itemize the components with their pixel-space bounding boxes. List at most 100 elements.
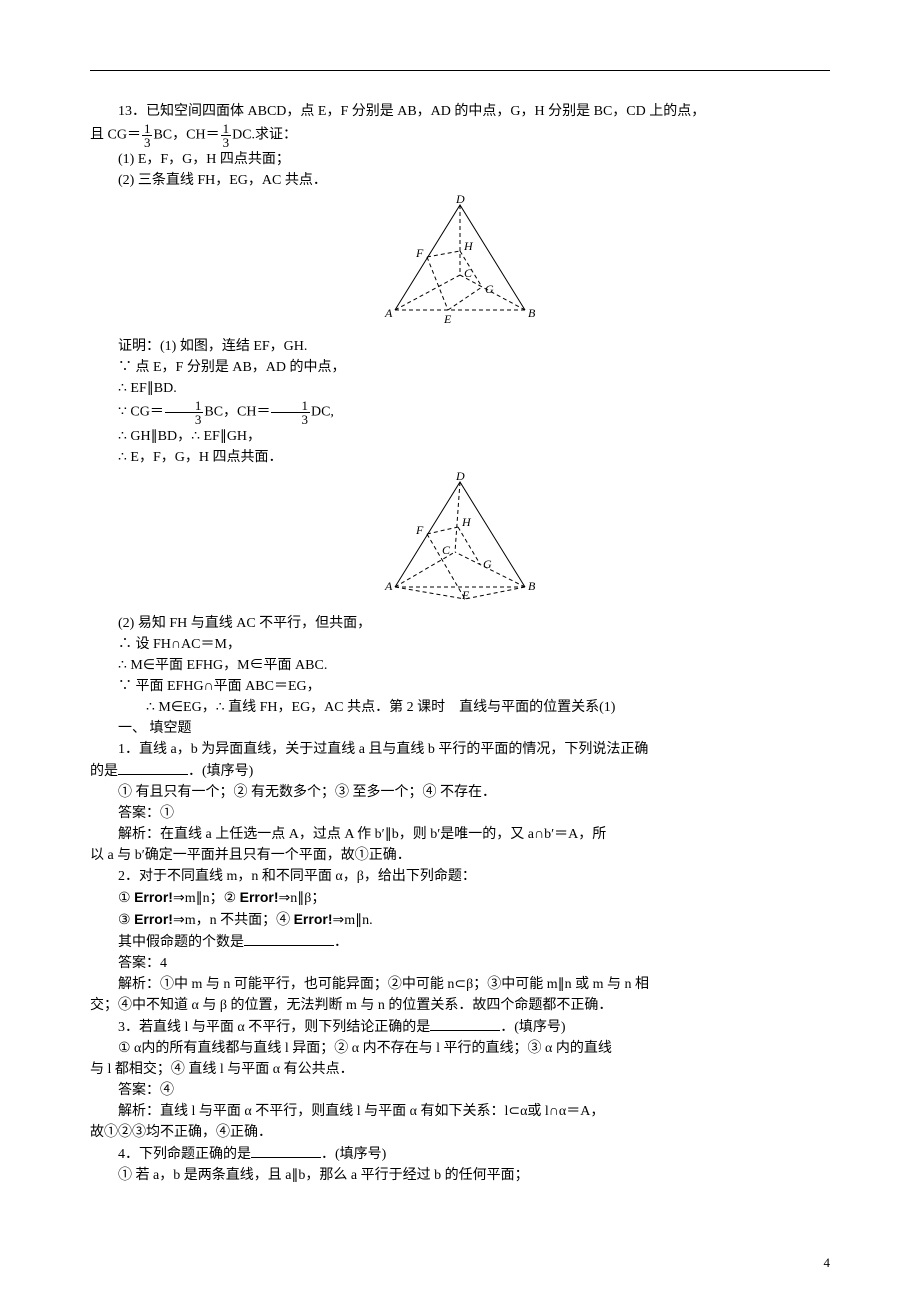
q2-opt3-prefix: ③ (118, 913, 134, 928)
q3-stem: 3．若直线 l 与平面 α 不平行，则下列结论正确的是 ．(填序号) (90, 1016, 830, 1038)
lbl-A: A (384, 306, 393, 320)
p13-stem-line1: 13．已知空间四面体 ABCD，点 E，F 分别是 AB，AD 的中点，G，H … (90, 101, 830, 122)
lbl-H: H (463, 239, 474, 253)
q1-answer: 答案：① (90, 803, 830, 824)
q2-opts-line2: ③ Error!⇒m，n 不共面；④ Error!⇒m∥n. (90, 909, 830, 931)
p13-stem-line2-suffix: DC.求证： (232, 128, 297, 143)
proof-line3-prefix: ∵ CG＝ (118, 405, 164, 420)
q2-opt1-suffix: ⇒m∥n；② (173, 891, 240, 906)
blank-1 (118, 760, 188, 775)
q2-stem: 2．对于不同直线 m，n 和不同平面 α，β，给出下列命题： (90, 866, 830, 887)
q3-opts2: 与 l 都相交；④ 直线 l 与平面 α 有公共点． (90, 1059, 830, 1080)
lbl-C: C (464, 266, 473, 280)
frac-den2: 3 (221, 136, 232, 149)
tetra-svg-1: A B C D E F G H (370, 195, 550, 325)
q2-opt4-suffix: ⇒m∥n. (333, 913, 373, 928)
page-number: 4 (824, 1253, 831, 1273)
q3-explain2: 故①②③均不正确，④正确． (90, 1122, 830, 1143)
lbl-D: D (455, 195, 465, 206)
p13-q1: (1) E，F，G，H 四点共面； (90, 149, 830, 170)
q3-answer: 答案：④ (90, 1080, 830, 1101)
section-heading: 一、 填空题 (90, 718, 830, 739)
q2-ask-prefix: 其中假命题的个数是 (118, 935, 244, 950)
page-container: 13．已知空间四面体 ABCD，点 E，F 分别是 AB，AD 的中点，G，H … (0, 0, 920, 1302)
labels-2: A B C D E F G H (384, 472, 536, 602)
q3-stem-prefix: 3．若直线 l 与平面 α 不平行，则下列结论正确的是 (118, 1020, 430, 1035)
q4-stem-prefix: 4．下列命题正确的是 (118, 1147, 251, 1162)
frac-1-3-b: 13 (221, 122, 232, 149)
lbl-F: F (415, 246, 424, 260)
line-hg2 (458, 527, 480, 564)
p2-line5: ∴ M∈EG，∴ 直线 FH，EG，AC 共点．第 2 课时 直线与平面的位置关… (90, 697, 830, 718)
q1-stem1: 1．直线 a，b 为异面直线，关于过直线 a 且与直线 b 平行的平面的情况，下… (90, 739, 830, 760)
proof-line2: ∴ EF∥BD. (90, 378, 830, 399)
proof-line3: ∵ CG＝13BC，CH＝13DC, (90, 399, 830, 426)
tetra-svg-2: A B C D E F G H (370, 472, 550, 602)
top-rule (90, 70, 830, 71)
lbl2-C: C (442, 543, 451, 557)
q1-explain1: 解析：在直线 a 上任选一点 A，过点 A 作 b′∥b，则 b′是唯一的，又 … (90, 824, 830, 845)
lbl-B: B (528, 306, 536, 320)
q1-stem2-prefix: 的是 (90, 764, 118, 779)
p2-line1: (2) 易知 FH 与直线 AC 不平行，但共面， (90, 613, 830, 634)
lbl2-G: G (483, 557, 492, 571)
frac-1-3-a: 13 (142, 122, 153, 149)
q1-options: ① 有且只有一个；② 有无数多个；③ 至多一个；④ 不存在． (90, 782, 830, 803)
p2-line3: ∴ M∈平面 EFHG，M∈平面 ABC. (90, 655, 830, 676)
blank-3 (430, 1016, 500, 1031)
q1-stem2-suffix: ．(填序号) (188, 764, 253, 779)
proof-line4: ∴ GH∥BD，∴ EF∥GH， (90, 426, 830, 447)
frac-1-3-d: 13 (271, 399, 310, 426)
edge-dc2 (455, 482, 460, 552)
frac-1-3-c: 13 (165, 399, 204, 426)
proof-label: 证明：(1) 如图，连结 EF，GH. (90, 336, 830, 357)
line-eg (448, 287, 482, 310)
lbl2-E: E (461, 588, 470, 602)
frac-den4: 3 (271, 413, 310, 426)
q2-opt3-suffix: ⇒m，n 不共面；④ (173, 913, 294, 928)
frac-num3: 1 (165, 399, 204, 413)
p13-stem-line2-prefix: 且 CG＝ (90, 128, 141, 143)
q4-stem-suffix: ．(填序号) (321, 1147, 386, 1162)
q4-opt1: ① 若 a，b 是两条直线，且 a∥b，那么 a 平行于经过 b 的任何平面； (90, 1165, 830, 1186)
tri-outer2 (395, 482, 525, 587)
q2-explain2: 交；④中不知道 α 与 β 的位置，无法判断 m 与 n 的位置关系．故四个命题… (90, 995, 830, 1016)
error-field-3: Error! (134, 911, 173, 927)
error-field-4: Error! (294, 911, 333, 927)
q2-opt1-prefix: ① (118, 891, 134, 906)
error-field-1: Error! (134, 889, 173, 905)
p13-stem-line2-mid: BC，CH＝ (153, 128, 219, 143)
diagram-2: A B C D E F G H (90, 472, 830, 609)
q2-ask: 其中假命题的个数是． (90, 931, 830, 953)
edge-ac (395, 275, 460, 310)
q3-opts1: ① α内的所有直线都与直线 l 异面；② α 内不存在与 l 平行的直线；③ α… (90, 1038, 830, 1059)
proof-line3-mid: BC，CH＝ (204, 405, 270, 420)
proof-line3-suffix: DC, (311, 405, 334, 420)
lbl2-A: A (384, 579, 393, 593)
line-am (395, 587, 465, 599)
q4-stem: 4．下列命题正确的是 ．(填序号) (90, 1143, 830, 1165)
lbl2-F: F (415, 523, 424, 537)
lbl2-H: H (461, 515, 472, 529)
proof-line5: ∴ E，F，G，H 四点共面． (90, 447, 830, 468)
frac-num2: 1 (221, 122, 232, 136)
q3-explain1: 解析：直线 l 与平面 α 不平行，则直线 l 与平面 α 有如下关系：l⊂α或… (90, 1101, 830, 1122)
p13-q2: (2) 三条直线 FH，EG，AC 共点． (90, 170, 830, 191)
frac-den3: 3 (165, 413, 204, 426)
p2-line2: ∴ 设 FH∩AC＝M， (90, 634, 830, 655)
lbl2-D: D (455, 472, 465, 483)
line-bm (465, 587, 525, 599)
frac-num4: 1 (271, 399, 310, 413)
frac-num: 1 (142, 122, 153, 136)
blank-2 (244, 931, 334, 946)
p13-stem-line2: 且 CG＝13BC，CH＝13DC.求证： (90, 122, 830, 149)
lbl-G: G (485, 282, 494, 296)
q3-stem-suffix: ．(填序号) (500, 1020, 565, 1035)
diagram-1: A B C D E F G H (90, 195, 830, 332)
proof-line1: ∵ 点 E，F 分别是 AB，AD 的中点， (90, 357, 830, 378)
error-field-2: Error! (240, 889, 279, 905)
frac-den: 3 (142, 136, 153, 149)
edge-ac2 (395, 552, 455, 587)
lbl-E: E (443, 312, 452, 325)
q2-explain1: 解析：①中 m 与 n 可能平行，也可能异面；②中可能 n⊂β；③中可能 m∥n… (90, 974, 830, 995)
